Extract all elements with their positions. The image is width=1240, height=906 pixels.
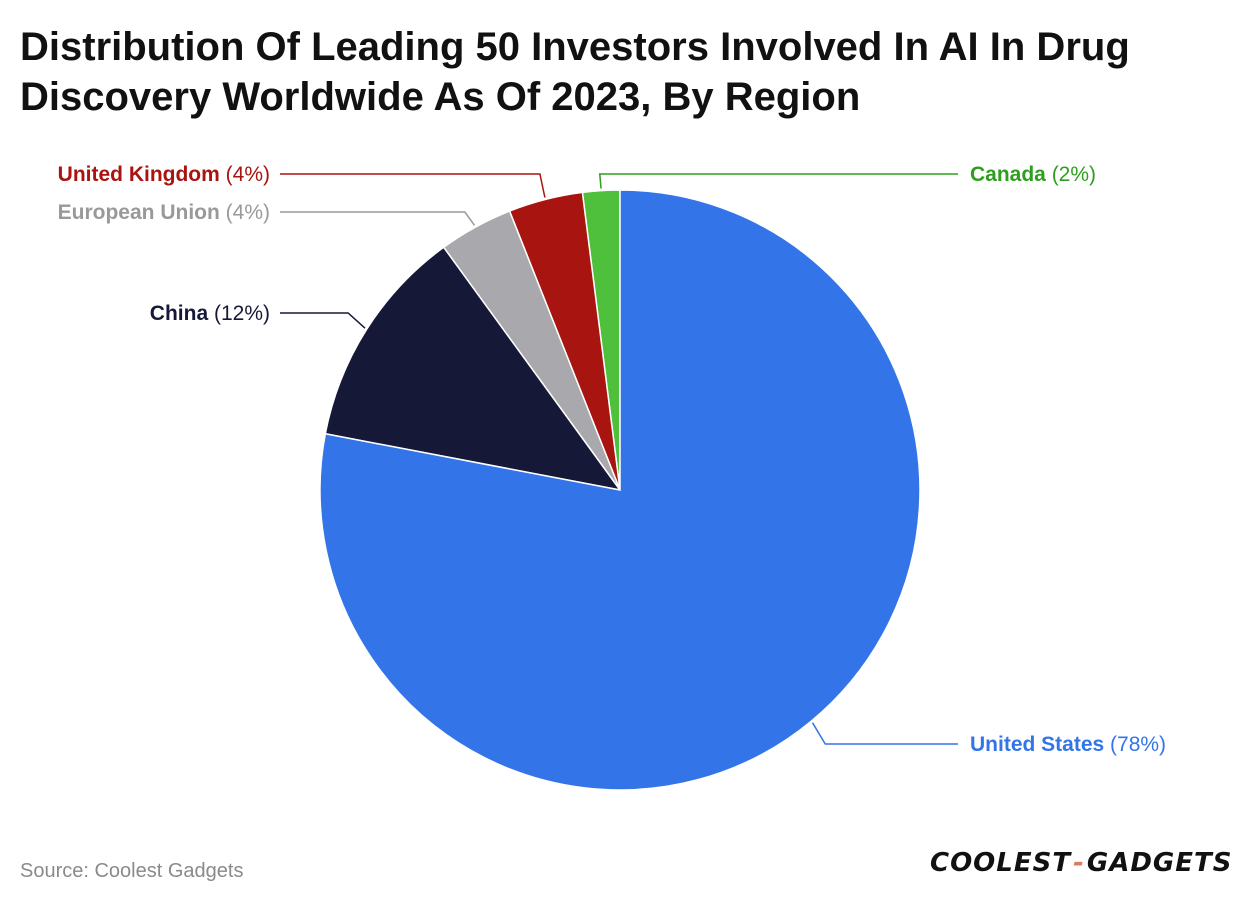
pie-slice-united-states bbox=[319, 189, 921, 791]
logo-dash: - bbox=[1073, 848, 1085, 878]
data-label-value: (2%) bbox=[1046, 163, 1096, 186]
data-label-value: (4%) bbox=[220, 163, 270, 186]
brand-logo: COOLEST-GADGETS bbox=[930, 848, 1232, 878]
leader-line-united-kingdom bbox=[280, 173, 546, 198]
data-label-value: (78%) bbox=[1104, 733, 1166, 756]
logo-text-right: GADGETS bbox=[1086, 848, 1233, 878]
pie-slice-china bbox=[324, 246, 622, 492]
data-label-european-union: European Union (4%) bbox=[58, 201, 270, 224]
data-label-name: European Union bbox=[58, 201, 220, 224]
data-label-name: Canada bbox=[970, 163, 1046, 186]
data-label-name: United States bbox=[970, 733, 1104, 756]
leader-line-european-union bbox=[280, 211, 476, 226]
leader-line-united-states bbox=[811, 722, 958, 745]
chart-title: Distribution Of Leading 50 Investors Inv… bbox=[20, 25, 1130, 119]
pie-labels: Canada (2%)United Kingdom (4%)European U… bbox=[58, 163, 1166, 756]
pie-slices bbox=[319, 189, 921, 791]
data-label-name: China bbox=[150, 302, 209, 325]
data-label-canada: Canada (2%) bbox=[970, 163, 1096, 186]
source-note: Source: Coolest Gadgets bbox=[20, 860, 244, 882]
data-label-united-kingdom: United Kingdom (4%) bbox=[58, 163, 270, 186]
logo-text-left: COOLEST bbox=[930, 848, 1072, 878]
data-label-name: United Kingdom bbox=[58, 163, 220, 186]
data-label-china: China (12%) bbox=[150, 302, 270, 325]
data-label-value: (12%) bbox=[208, 302, 270, 325]
data-label-united-states: United States (78%) bbox=[970, 733, 1166, 756]
data-label-value: (4%) bbox=[220, 201, 270, 224]
leader-line-china bbox=[280, 312, 366, 329]
leader-line-canada bbox=[598, 173, 958, 189]
